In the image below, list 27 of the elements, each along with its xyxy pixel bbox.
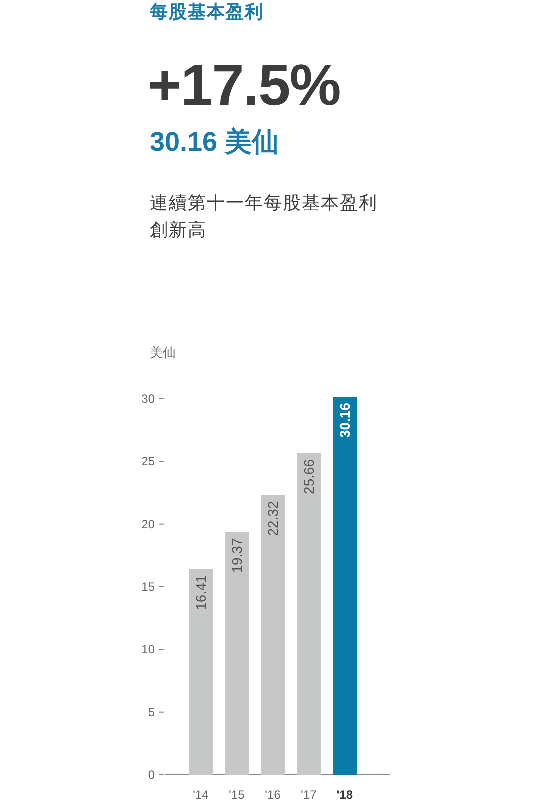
data-label: 30.16 [337,402,353,438]
data-label: 25.66 [301,459,317,494]
bar [261,495,285,775]
text: 連續第十一年每股基本盈利創新高 [150,192,379,242]
y-tick-label: 20 [142,517,156,532]
y-axis-title: 美仙 [150,345,176,360]
y-tick-label: 15 [142,580,156,594]
text: 30.16 美仙 [150,126,280,159]
data-label: 22.32 [265,501,281,536]
bar [333,397,357,775]
data-label: 19.37 [229,538,245,574]
y-tick-label: 25 [142,454,156,469]
y-tick-label: 5 [148,705,156,720]
y-tick-label: 10 [142,642,156,657]
chart-title: 每股基本盈利 [150,1,264,24]
bar [297,453,321,775]
x-tick-label: '16 [265,788,282,800]
y-tick-label: 0 [148,768,156,782]
bar [189,569,213,775]
y-tick-label: 30 [142,392,156,406]
x-tick-label: '17 [301,788,318,800]
bar [225,532,249,775]
data-label: 16.41 [193,575,209,610]
x-tick-label: '14 [193,788,210,800]
x-tick-label: '15 [229,788,246,800]
text: +17.5% [148,52,340,119]
x-tick-label: '18 [336,788,354,800]
